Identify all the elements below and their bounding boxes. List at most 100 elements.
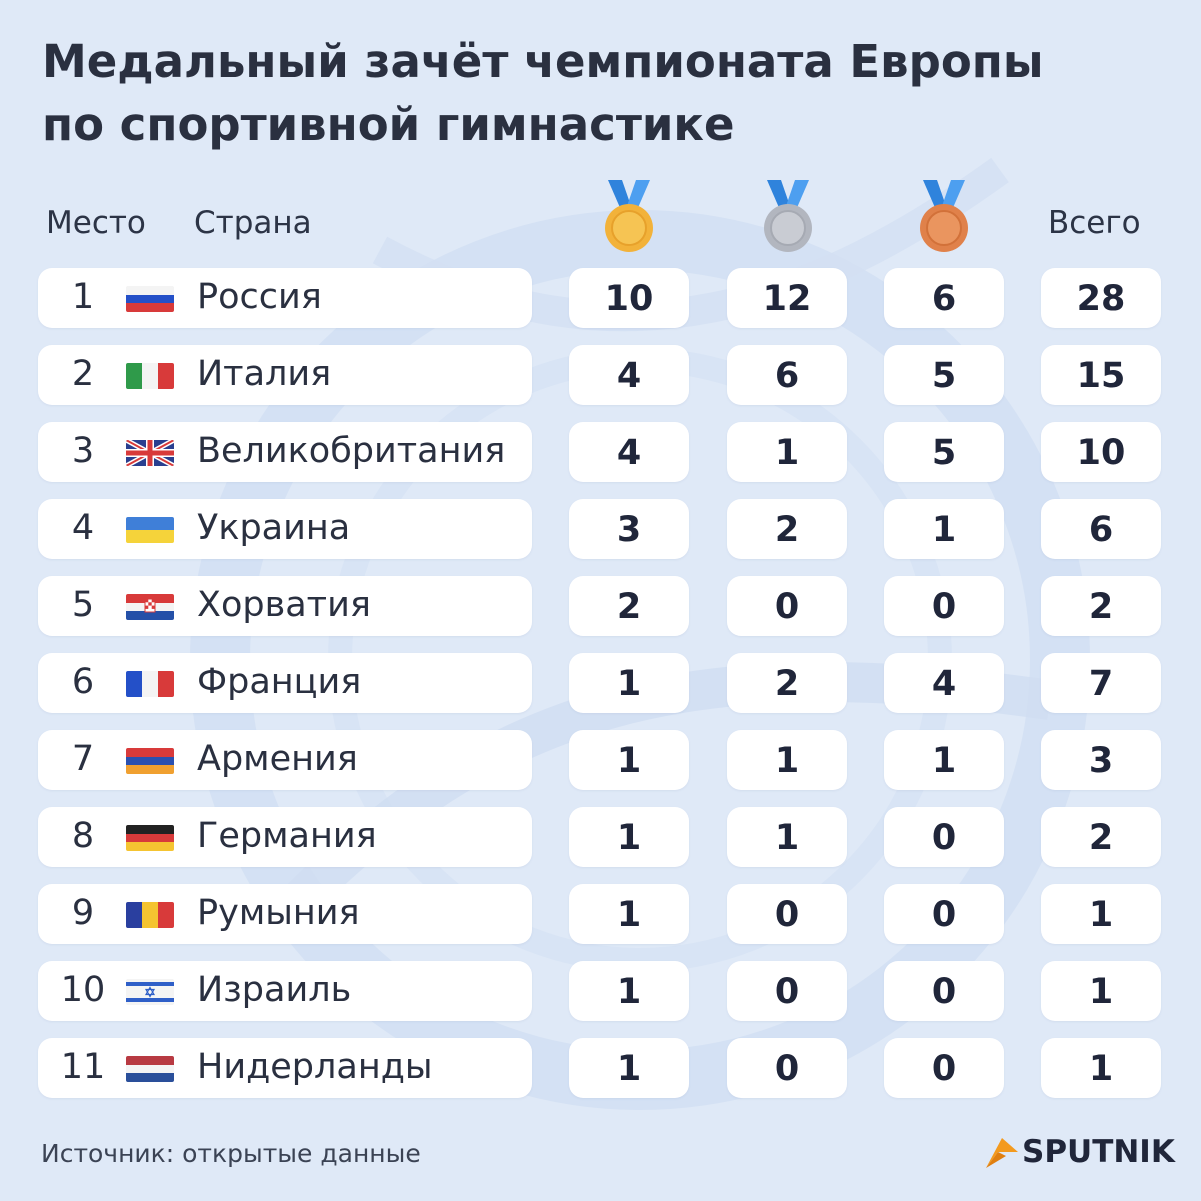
bronze-count: 0 — [931, 1049, 957, 1089]
silver-count: 1 — [774, 741, 800, 781]
place-value: 3 — [71, 431, 95, 471]
brand-logo: SPUTNIK — [984, 1130, 1175, 1174]
table-row: 6 Франция 1 2 4 7 — [0, 653, 1201, 713]
silver-cell — [727, 422, 847, 482]
gold-cell — [569, 576, 689, 636]
country-name: Румыния — [197, 893, 360, 933]
gold-count: 1 — [616, 818, 642, 858]
silver-cell — [727, 807, 847, 867]
header-place: Место — [46, 205, 146, 241]
silver-cell — [727, 653, 847, 713]
title-line-2: по спортивной гимнастике — [42, 98, 735, 151]
silver-cell — [727, 961, 847, 1021]
country-cell — [38, 576, 532, 636]
gold-cell — [569, 268, 689, 328]
total-count: 2 — [1088, 818, 1114, 858]
silver-count: 12 — [762, 279, 812, 319]
total-count: 7 — [1088, 664, 1114, 704]
total-cell — [1041, 268, 1161, 328]
bronze-cell — [884, 345, 1004, 405]
table-row: 9 Румыния 1 0 0 1 — [0, 884, 1201, 944]
silver-cell — [727, 1038, 847, 1098]
place-value: 6 — [71, 662, 95, 702]
country-cell — [38, 961, 532, 1021]
total-cell — [1041, 961, 1161, 1021]
total-cell — [1041, 807, 1161, 867]
gold-cell — [569, 807, 689, 867]
bronze-medal-icon — [920, 180, 968, 252]
country-name: Украина — [197, 508, 351, 548]
gold-cell — [569, 422, 689, 482]
country-cell — [38, 1038, 532, 1098]
bronze-cell — [884, 884, 1004, 944]
total-count: 2 — [1088, 587, 1114, 627]
silver-count: 0 — [774, 1049, 800, 1089]
place-value: 9 — [71, 893, 95, 933]
country-name: Нидерланды — [197, 1047, 433, 1087]
bronze-cell — [884, 653, 1004, 713]
bronze-count: 5 — [931, 356, 957, 396]
bronze-count: 5 — [931, 433, 957, 473]
total-cell — [1041, 653, 1161, 713]
place-value: 4 — [71, 508, 95, 548]
ukraine-flag — [126, 517, 174, 543]
gold-count: 1 — [616, 1049, 642, 1089]
bronze-cell — [884, 807, 1004, 867]
place-value: 7 — [71, 739, 95, 779]
bronze-cell — [884, 422, 1004, 482]
country-name: Великобритания — [197, 431, 506, 471]
country-name: Израиль — [197, 970, 352, 1010]
header-total: Всего — [1048, 205, 1141, 241]
header-country: Страна — [194, 205, 312, 241]
silver-cell — [727, 345, 847, 405]
gold-cell — [569, 345, 689, 405]
country-name: Италия — [197, 354, 332, 394]
table-row: 10 Израиль 1 0 0 1 — [0, 961, 1201, 1021]
gold-cell — [569, 884, 689, 944]
table-row: 11 Нидерланды 1 0 0 1 — [0, 1038, 1201, 1098]
country-cell — [38, 884, 532, 944]
silver-count: 2 — [774, 510, 800, 550]
total-count: 1 — [1088, 972, 1114, 1012]
country-name: Россия — [197, 277, 322, 317]
gold-cell — [569, 1038, 689, 1098]
country-name: Армения — [197, 739, 358, 779]
russia-flag — [126, 286, 174, 312]
silver-count: 1 — [774, 818, 800, 858]
table-row: 8 Германия 1 1 0 2 — [0, 807, 1201, 867]
gold-cell — [569, 499, 689, 559]
total-cell — [1041, 345, 1161, 405]
country-cell — [38, 807, 532, 867]
bronze-cell — [884, 961, 1004, 1021]
silver-count: 0 — [774, 972, 800, 1012]
total-count: 28 — [1076, 279, 1126, 319]
bronze-count: 1 — [931, 741, 957, 781]
country-cell — [38, 422, 532, 482]
total-cell — [1041, 1038, 1161, 1098]
country-cell — [38, 268, 532, 328]
source-note: Источник: открытые данные — [41, 1139, 421, 1168]
silver-count: 0 — [774, 895, 800, 935]
total-cell — [1041, 884, 1161, 944]
country-cell — [38, 499, 532, 559]
total-cell — [1041, 576, 1161, 636]
country-name: Германия — [197, 816, 377, 856]
total-cell — [1041, 730, 1161, 790]
bronze-count: 1 — [931, 510, 957, 550]
bronze-count: 0 — [931, 895, 957, 935]
total-cell — [1041, 422, 1161, 482]
place-value: 1 — [71, 277, 95, 317]
armenia-flag — [126, 748, 174, 774]
total-count: 6 — [1088, 510, 1114, 550]
page-title: Медальный зачёт чемпионата Европы по спо… — [42, 30, 1162, 156]
silver-cell — [727, 499, 847, 559]
bronze-count: 4 — [931, 664, 957, 704]
silver-medal-icon — [764, 180, 812, 252]
bronze-cell — [884, 576, 1004, 636]
bronze-count: 0 — [931, 818, 957, 858]
gold-count: 4 — [616, 433, 642, 473]
bronze-count: 0 — [931, 972, 957, 1012]
brand-name: SPUTNIK — [1022, 1134, 1175, 1170]
total-count: 15 — [1076, 356, 1126, 396]
germany-flag — [126, 825, 174, 851]
